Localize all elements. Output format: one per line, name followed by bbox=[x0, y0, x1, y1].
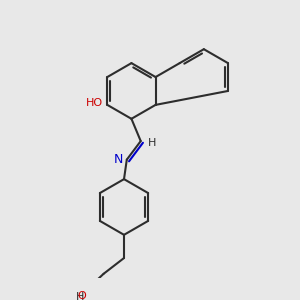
Text: N: N bbox=[114, 153, 123, 166]
Text: H: H bbox=[148, 138, 157, 148]
Text: H: H bbox=[76, 292, 84, 300]
Text: O: O bbox=[77, 290, 86, 300]
Text: HO: HO bbox=[85, 98, 103, 108]
